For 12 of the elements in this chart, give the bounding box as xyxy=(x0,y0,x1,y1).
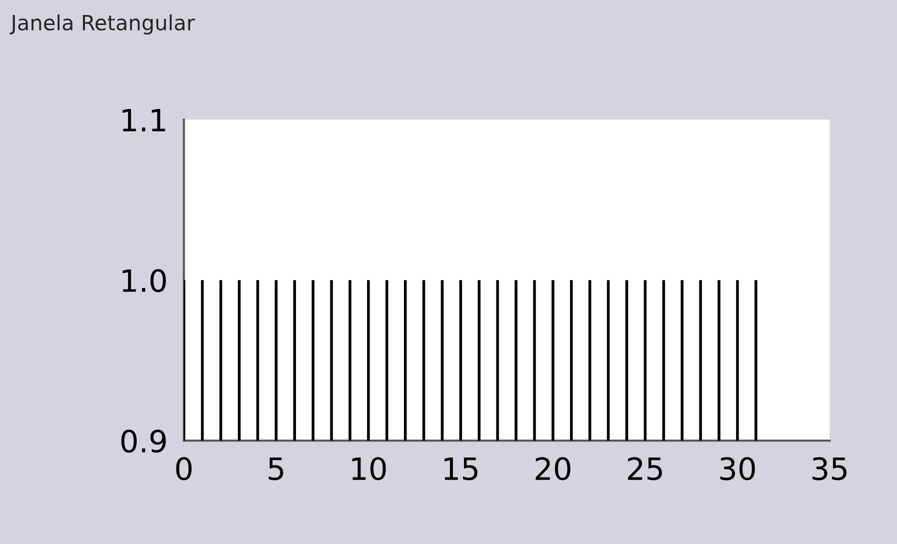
x-tick-label: 15 xyxy=(444,458,478,480)
x-tick-label: 5 xyxy=(268,458,284,480)
x-tick-label: 25 xyxy=(628,457,662,480)
x-tick-label: 30 xyxy=(720,457,755,480)
y-tick-label: 1.0 xyxy=(122,269,166,292)
y-tick-label: 0.9 xyxy=(121,430,166,453)
x-tick-label: 0 xyxy=(176,457,192,480)
x-tick-label: 20 xyxy=(536,457,570,480)
y-tick-label: 1.1 xyxy=(122,109,166,132)
x-tick-label: 10 xyxy=(352,457,386,480)
chart-title: Janela Retangular xyxy=(10,14,195,35)
x-tick-label: 35 xyxy=(812,457,846,480)
